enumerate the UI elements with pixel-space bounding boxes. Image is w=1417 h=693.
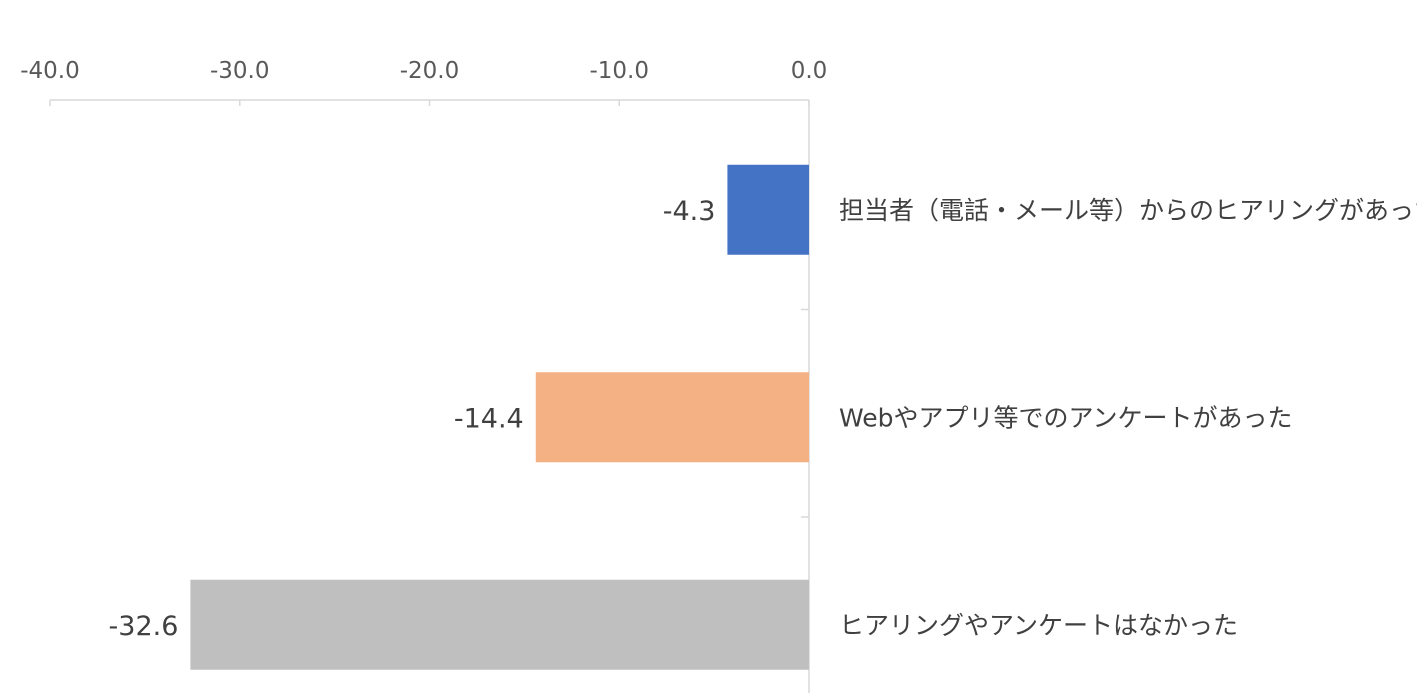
bars-layer bbox=[190, 164, 810, 670]
x-tick-label: -30.0 bbox=[210, 58, 270, 84]
data-label: -32.6 bbox=[109, 611, 179, 642]
labels-layer: -4.3 担当者（電話・メール等）からのヒアリングがあった -14.4 Webやアプリ… bbox=[109, 196, 1417, 642]
category-label: ヒアリングやアンケートはなかった bbox=[839, 611, 1238, 640]
data-label: -4.3 bbox=[663, 196, 716, 227]
bar bbox=[727, 164, 809, 255]
bar bbox=[190, 579, 810, 670]
category-label: 担当者（電話・メール等）からのヒアリングがあった bbox=[839, 196, 1417, 225]
axis-layer: -40.0 -30.0 -20.0 -10.0 0.0 bbox=[20, 58, 827, 693]
x-tick-label: -40.0 bbox=[20, 58, 80, 84]
category-label: Webやアプリ等でのアンケートがあった bbox=[839, 403, 1293, 432]
x-tick-label: 0.0 bbox=[791, 58, 828, 84]
bar bbox=[535, 372, 809, 463]
x-tick-label: -20.0 bbox=[400, 58, 460, 84]
data-label: -14.4 bbox=[454, 403, 524, 434]
x-tick-label: -10.0 bbox=[589, 58, 649, 84]
